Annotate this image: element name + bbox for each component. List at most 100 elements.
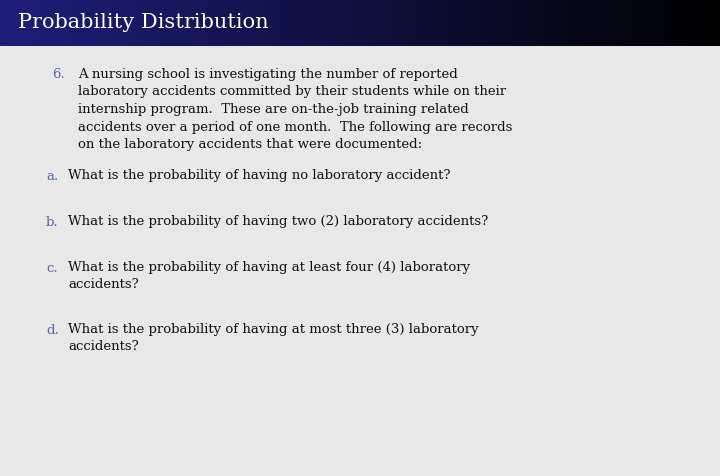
Polygon shape (603, 0, 605, 46)
Polygon shape (475, 0, 477, 46)
Polygon shape (175, 0, 178, 46)
Polygon shape (9, 0, 12, 46)
Polygon shape (511, 0, 513, 46)
Polygon shape (151, 0, 153, 46)
Polygon shape (631, 0, 634, 46)
Polygon shape (449, 0, 451, 46)
Polygon shape (103, 0, 106, 46)
Text: laboratory accidents committed by their students while on their: laboratory accidents committed by their … (78, 86, 506, 99)
Polygon shape (528, 0, 531, 46)
Polygon shape (456, 0, 459, 46)
Polygon shape (171, 0, 173, 46)
Polygon shape (65, 0, 67, 46)
Text: What is the probability of having two (2) laboratory accidents?: What is the probability of having two (2… (68, 216, 488, 228)
Polygon shape (355, 0, 358, 46)
Polygon shape (153, 0, 156, 46)
Polygon shape (360, 0, 362, 46)
Text: a.: a. (46, 169, 58, 182)
Polygon shape (499, 0, 502, 46)
Polygon shape (583, 0, 585, 46)
Polygon shape (5, 0, 7, 46)
Polygon shape (463, 0, 466, 46)
Polygon shape (158, 0, 161, 46)
Polygon shape (706, 0, 708, 46)
Polygon shape (391, 0, 394, 46)
Polygon shape (137, 0, 139, 46)
Polygon shape (513, 0, 516, 46)
Polygon shape (14, 0, 17, 46)
Polygon shape (127, 0, 130, 46)
Polygon shape (324, 0, 326, 46)
Polygon shape (675, 0, 677, 46)
Polygon shape (362, 0, 365, 46)
Polygon shape (665, 0, 667, 46)
Polygon shape (117, 0, 120, 46)
Polygon shape (142, 0, 144, 46)
Polygon shape (228, 0, 230, 46)
Polygon shape (660, 0, 662, 46)
Polygon shape (643, 0, 646, 46)
Polygon shape (521, 0, 523, 46)
Polygon shape (70, 0, 72, 46)
Polygon shape (425, 0, 427, 46)
Text: on the laboratory accidents that were documented:: on the laboratory accidents that were do… (78, 138, 422, 151)
Polygon shape (394, 0, 396, 46)
Text: Probability Distribution: Probability Distribution (18, 13, 269, 32)
Polygon shape (269, 0, 271, 46)
Polygon shape (531, 0, 533, 46)
Polygon shape (672, 0, 675, 46)
Polygon shape (626, 0, 629, 46)
Polygon shape (283, 0, 286, 46)
Polygon shape (398, 0, 401, 46)
Polygon shape (657, 0, 660, 46)
Polygon shape (348, 0, 351, 46)
Polygon shape (319, 0, 322, 46)
Polygon shape (574, 0, 576, 46)
Text: What is the probability of having at most three (3) laboratory: What is the probability of having at mos… (68, 324, 479, 337)
Polygon shape (614, 0, 617, 46)
Polygon shape (571, 0, 574, 46)
Polygon shape (502, 0, 504, 46)
Polygon shape (639, 0, 641, 46)
Polygon shape (27, 0, 29, 46)
Polygon shape (2, 0, 5, 46)
Polygon shape (34, 0, 36, 46)
Polygon shape (178, 0, 180, 46)
Polygon shape (230, 0, 233, 46)
Polygon shape (333, 0, 336, 46)
Polygon shape (60, 0, 63, 46)
Polygon shape (240, 0, 243, 46)
Polygon shape (307, 0, 310, 46)
Polygon shape (12, 0, 14, 46)
Polygon shape (156, 0, 158, 46)
Polygon shape (504, 0, 506, 46)
Text: A nursing school is investigating the number of reported: A nursing school is investigating the nu… (78, 68, 458, 81)
Polygon shape (19, 0, 22, 46)
Polygon shape (312, 0, 315, 46)
Polygon shape (99, 0, 101, 46)
Polygon shape (420, 0, 423, 46)
Polygon shape (482, 0, 485, 46)
Polygon shape (243, 0, 245, 46)
Polygon shape (408, 0, 410, 46)
Polygon shape (58, 0, 60, 46)
Polygon shape (557, 0, 559, 46)
Polygon shape (276, 0, 279, 46)
Polygon shape (401, 0, 403, 46)
Polygon shape (686, 0, 689, 46)
Polygon shape (50, 0, 53, 46)
Polygon shape (135, 0, 137, 46)
Polygon shape (567, 0, 569, 46)
Polygon shape (257, 0, 259, 46)
Polygon shape (182, 0, 185, 46)
Polygon shape (91, 0, 94, 46)
Polygon shape (122, 0, 125, 46)
Polygon shape (144, 0, 146, 46)
Polygon shape (101, 0, 103, 46)
Polygon shape (718, 0, 720, 46)
Text: accidents?: accidents? (68, 339, 139, 353)
Polygon shape (84, 0, 86, 46)
Polygon shape (523, 0, 526, 46)
Polygon shape (441, 0, 444, 46)
Text: d.: d. (46, 324, 59, 337)
